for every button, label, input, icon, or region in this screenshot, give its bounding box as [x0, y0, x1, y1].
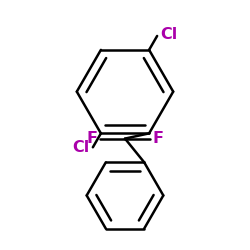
Text: Cl: Cl	[73, 140, 90, 155]
Text: Cl: Cl	[160, 27, 177, 42]
Text: F: F	[153, 131, 164, 146]
Text: F: F	[86, 131, 97, 146]
